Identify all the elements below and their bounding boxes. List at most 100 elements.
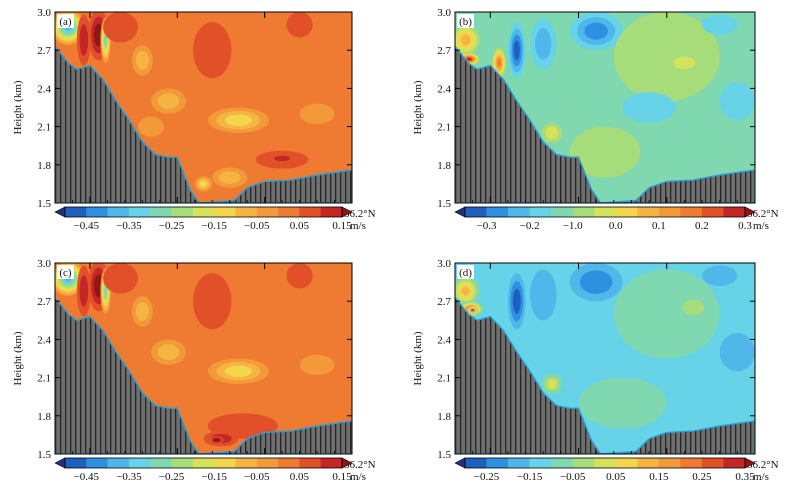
contour-blob	[193, 22, 232, 79]
colorbar-frame	[64, 206, 343, 218]
colorbar-unit: m/s	[350, 220, 366, 232]
colorbar-swatch	[320, 458, 343, 468]
y-tick-label: 1.8	[437, 411, 451, 423]
x-tick-label: 36.2°N	[747, 459, 779, 471]
colorbar-label: 0.05	[290, 220, 310, 232]
colorbar-frame	[64, 457, 343, 469]
y-tick-label: 2.1	[37, 373, 51, 385]
colorbar-swatch	[150, 458, 172, 468]
colorbar-swatch	[637, 458, 660, 468]
contour-blob	[199, 180, 208, 188]
colorbar-label: −0.25	[474, 471, 500, 483]
plot-frame	[54, 262, 353, 455]
colorbar-swatch	[320, 207, 343, 217]
y-tick-label: 1.8	[437, 160, 451, 172]
contour-blob	[299, 354, 335, 376]
contour-blob	[79, 24, 89, 56]
colorbar-swatch	[54, 206, 66, 218]
contour-blob	[157, 344, 180, 360]
colorbar-label: 0.2	[695, 220, 709, 232]
contour-blob	[682, 299, 705, 316]
y-tick-label: 2.1	[37, 122, 51, 134]
panel-a: 1.51.82.12.42.73.035.936.036.136.2°NHeig…	[12, 7, 376, 232]
contour-blob	[622, 92, 676, 123]
contour-field	[55, 12, 352, 203]
colorbar-swatch	[299, 458, 321, 468]
colorbar-label: −0.35	[116, 471, 142, 483]
colorbar-swatch	[235, 207, 258, 217]
colorbar-swatch	[529, 458, 552, 468]
terrain	[455, 296, 755, 454]
colorbar-swatch	[508, 207, 530, 217]
colorbar-swatch	[701, 207, 724, 217]
y-tick-label: 2.4	[37, 83, 51, 95]
colorbar-swatch	[171, 458, 194, 468]
colorbar-swatch	[454, 457, 466, 469]
y-tick-label: 1.5	[37, 198, 51, 210]
colorbar-label: −1.0	[563, 220, 583, 232]
contour-blob	[613, 12, 720, 102]
colorbar-swatch	[551, 207, 573, 217]
colorbar: −0.25 −0.15 −0.05 0.05 0.15 0.25 0.35m/s	[454, 457, 769, 483]
plot-frame	[454, 11, 756, 204]
colorbar-label: −0.25	[159, 471, 185, 483]
colorbar-label: −0.35	[116, 220, 142, 232]
colorbar-swatch	[658, 207, 681, 217]
contour-blob	[104, 34, 107, 46]
contour-blob	[579, 270, 613, 294]
y-tick-label: 3.0	[437, 258, 451, 270]
colorbar-label: 0.0	[609, 220, 623, 232]
panel-label-box	[57, 14, 74, 28]
colorbar-label: −0.3	[477, 220, 497, 232]
colorbar-label: 0.25	[692, 471, 712, 483]
colorbar-swatch	[107, 207, 130, 217]
x-tick-label: 36.2°N	[344, 459, 376, 471]
colorbar-swatch	[508, 458, 530, 468]
colorbar-label: −0.05	[244, 220, 270, 232]
colorbar-label: −0.15	[517, 471, 543, 483]
colorbar-label: 0.05	[606, 471, 626, 483]
colorbar-swatch	[54, 457, 66, 469]
y-tick-label: 3.0	[37, 7, 51, 19]
colorbar-frame	[464, 206, 746, 218]
contour-field	[55, 263, 352, 454]
y-tick-label: 2.1	[437, 373, 451, 385]
y-tick-label: 2.7	[437, 45, 451, 57]
colorbar-label: 0.15	[332, 220, 352, 232]
contour-blob	[79, 275, 89, 307]
colorbar-label: −0.05	[560, 471, 586, 483]
panel-label-box	[457, 265, 474, 279]
colorbar-unit: m/s	[350, 471, 366, 483]
y-tick-label: 3.0	[437, 7, 451, 19]
contour-blob	[512, 288, 521, 314]
colorbar-swatch	[723, 207, 746, 217]
colorbar-swatch	[594, 458, 617, 468]
x-tick-label: 36.2°N	[747, 208, 779, 220]
panel-label: (d)	[459, 267, 472, 279]
y-tick-label: 2.7	[37, 296, 51, 308]
contour-blob	[286, 263, 313, 289]
contour-blob	[547, 379, 557, 389]
contour-blob	[193, 273, 232, 330]
terrain	[55, 296, 352, 454]
colorbar-swatch	[572, 458, 595, 468]
contour-blob	[104, 285, 107, 297]
colorbar-swatch	[658, 458, 681, 468]
contour-blob	[213, 438, 220, 442]
y-tick-label: 1.8	[37, 160, 51, 172]
contour-blob	[545, 126, 559, 140]
plot-frame	[454, 262, 756, 455]
contour-blob	[224, 365, 253, 377]
colorbar-swatch	[723, 458, 746, 468]
colorbar-swatch	[65, 458, 87, 468]
panel-label-box	[57, 265, 74, 279]
contour-blob	[513, 40, 520, 60]
contour-blob	[137, 116, 165, 137]
colorbar-swatch	[256, 207, 279, 217]
y-tick-label: 1.5	[437, 449, 451, 461]
panel-label: (a)	[59, 16, 72, 28]
colorbar-swatch	[278, 458, 300, 468]
contour-blob	[461, 286, 470, 296]
colorbar-swatch	[465, 207, 487, 217]
colorbar-swatch	[256, 458, 279, 468]
